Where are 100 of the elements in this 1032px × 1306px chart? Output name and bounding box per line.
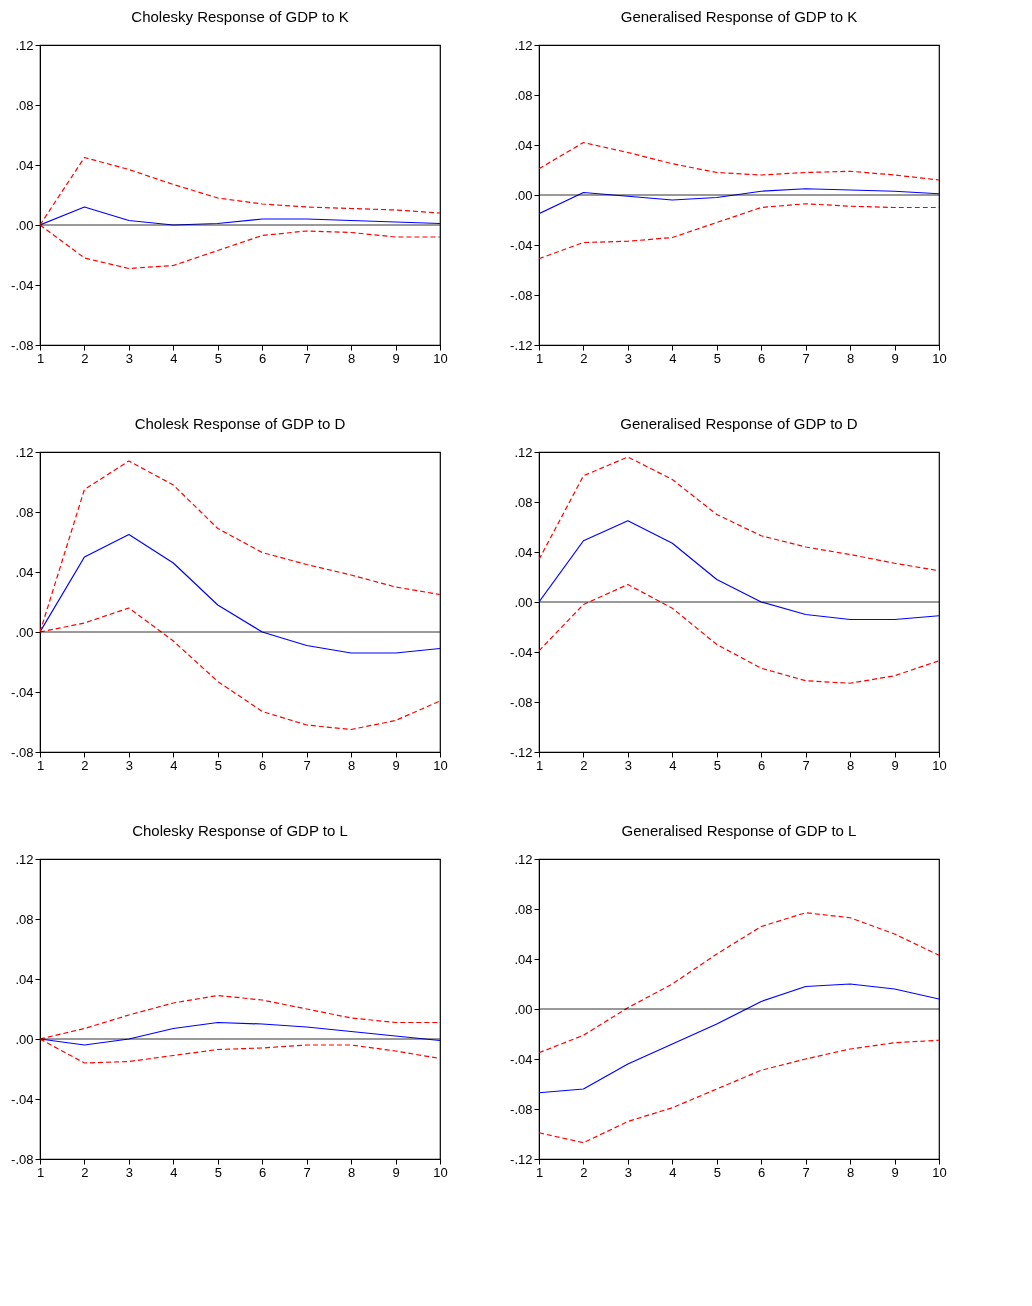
y-tick-label: .08 bbox=[514, 87, 533, 103]
y-tick-label: .04 bbox=[514, 544, 533, 560]
x-tick-label: 2 bbox=[580, 1164, 588, 1180]
x-tick-label: 8 bbox=[347, 1164, 356, 1180]
x-tick-label: 7 bbox=[303, 350, 311, 366]
x-tick-label: 1 bbox=[535, 350, 544, 366]
x-tick-label: 2 bbox=[81, 1164, 89, 1180]
x-tick-label: 5 bbox=[214, 757, 222, 773]
x-tick-label: 10 bbox=[433, 757, 448, 773]
x-tick-label: 3 bbox=[624, 1164, 633, 1180]
y-tick-label: -.04 bbox=[510, 1051, 533, 1067]
y-tick-label: .04 bbox=[15, 564, 34, 580]
x-tick-label: 6 bbox=[259, 1164, 267, 1180]
x-tick-label: 3 bbox=[624, 757, 633, 773]
x-tick-label: 7 bbox=[802, 757, 810, 773]
x-tick-label: 10 bbox=[932, 757, 947, 773]
y-tick-label: -.08 bbox=[510, 287, 533, 303]
x-tick-label: 5 bbox=[713, 350, 721, 366]
x-tick-label: 3 bbox=[125, 757, 134, 773]
x-tick-label: 2 bbox=[580, 350, 588, 366]
x-tick-label: 7 bbox=[802, 1164, 810, 1180]
y-tick-label: -.04 bbox=[11, 684, 34, 700]
y-tick-label: .04 bbox=[514, 137, 533, 153]
x-tick-label: 8 bbox=[347, 350, 356, 366]
y-tick-label: -.08 bbox=[510, 694, 533, 710]
x-tick-label: 4 bbox=[669, 1164, 677, 1180]
x-tick-label: 9 bbox=[891, 757, 899, 773]
y-tick-label: .00 bbox=[15, 624, 34, 640]
y-tick-label: .04 bbox=[15, 157, 34, 173]
x-tick-label: 4 bbox=[170, 350, 178, 366]
y-tick-label: .12 bbox=[514, 851, 533, 867]
x-tick-label: 2 bbox=[81, 350, 89, 366]
y-tick-label: .00 bbox=[514, 187, 533, 203]
chart-title: Generalised Response of GDP to L bbox=[621, 822, 857, 839]
x-tick-label: 4 bbox=[669, 350, 677, 366]
y-tick-label: -.08 bbox=[11, 1151, 34, 1167]
y-tick-label: .12 bbox=[15, 37, 34, 53]
y-tick-label: -.08 bbox=[11, 744, 34, 760]
x-tick-label: 4 bbox=[170, 1164, 178, 1180]
x-tick-label: 5 bbox=[214, 350, 222, 366]
chart-title: Cholesk Response of GDP to D bbox=[134, 415, 346, 432]
chart-title: Generalised Response of GDP to D bbox=[620, 415, 858, 432]
y-tick-label: .12 bbox=[514, 444, 533, 460]
y-tick-label: -.04 bbox=[510, 237, 533, 253]
y-tick-label: -.12 bbox=[510, 337, 533, 353]
x-tick-label: 8 bbox=[347, 757, 356, 773]
y-tick-label: .00 bbox=[514, 594, 533, 610]
y-tick-label: -.04 bbox=[510, 644, 533, 660]
x-tick-label: 8 bbox=[846, 757, 855, 773]
y-tick-label: .12 bbox=[15, 851, 34, 867]
x-tick-label: 1 bbox=[535, 1164, 544, 1180]
y-tick-label: -.04 bbox=[11, 1091, 34, 1107]
y-tick-label: -.08 bbox=[11, 337, 34, 353]
x-tick-label: 1 bbox=[36, 350, 45, 366]
y-tick-label: .08 bbox=[514, 901, 533, 917]
x-tick-label: 7 bbox=[303, 757, 311, 773]
y-tick-label: .00 bbox=[514, 1001, 533, 1017]
x-tick-label: 5 bbox=[713, 757, 721, 773]
y-tick-label: .04 bbox=[514, 951, 533, 967]
x-tick-label: 6 bbox=[758, 757, 766, 773]
y-tick-label: .04 bbox=[15, 971, 34, 987]
x-tick-label: 5 bbox=[214, 1164, 222, 1180]
y-tick-label: .00 bbox=[15, 1031, 34, 1047]
x-tick-label: 6 bbox=[758, 1164, 766, 1180]
x-tick-label: 6 bbox=[259, 757, 267, 773]
x-tick-label: 5 bbox=[713, 1164, 721, 1180]
chart-title: Cholesky Response of GDP to K bbox=[131, 8, 349, 25]
chart-title: Generalised Response of GDP to K bbox=[620, 8, 858, 25]
y-tick-label: .12 bbox=[15, 444, 34, 460]
x-tick-label: 1 bbox=[36, 757, 45, 773]
x-tick-label: 9 bbox=[392, 757, 400, 773]
x-tick-label: 10 bbox=[433, 1164, 448, 1180]
x-tick-label: 3 bbox=[125, 1164, 134, 1180]
y-tick-label: -.12 bbox=[510, 744, 533, 760]
x-tick-label: 6 bbox=[259, 350, 267, 366]
x-tick-label: 4 bbox=[170, 757, 178, 773]
chart-title: Cholesky Response of GDP to L bbox=[132, 822, 348, 839]
y-tick-label: -.12 bbox=[510, 1151, 533, 1167]
x-tick-label: 10 bbox=[932, 350, 947, 366]
y-tick-label: -.04 bbox=[11, 277, 34, 293]
x-tick-label: 9 bbox=[392, 1164, 400, 1180]
y-tick-label: .08 bbox=[514, 494, 533, 510]
x-tick-label: 9 bbox=[891, 350, 899, 366]
x-tick-label: 2 bbox=[580, 757, 588, 773]
y-tick-label: .12 bbox=[514, 37, 533, 53]
x-tick-label: 8 bbox=[846, 1164, 855, 1180]
x-tick-label: 9 bbox=[891, 1164, 899, 1180]
y-tick-label: .08 bbox=[15, 911, 34, 927]
x-tick-label: 7 bbox=[303, 1164, 311, 1180]
y-tick-label: .08 bbox=[15, 97, 34, 113]
x-tick-label: 3 bbox=[125, 350, 134, 366]
x-tick-label: 8 bbox=[846, 350, 855, 366]
x-tick-label: 10 bbox=[433, 350, 448, 366]
x-tick-label: 4 bbox=[669, 757, 677, 773]
x-tick-label: 3 bbox=[624, 350, 633, 366]
x-tick-label: 6 bbox=[758, 350, 766, 366]
y-tick-label: -.08 bbox=[510, 1101, 533, 1117]
x-tick-label: 1 bbox=[535, 757, 544, 773]
x-tick-label: 2 bbox=[81, 757, 89, 773]
y-tick-label: .08 bbox=[15, 504, 34, 520]
